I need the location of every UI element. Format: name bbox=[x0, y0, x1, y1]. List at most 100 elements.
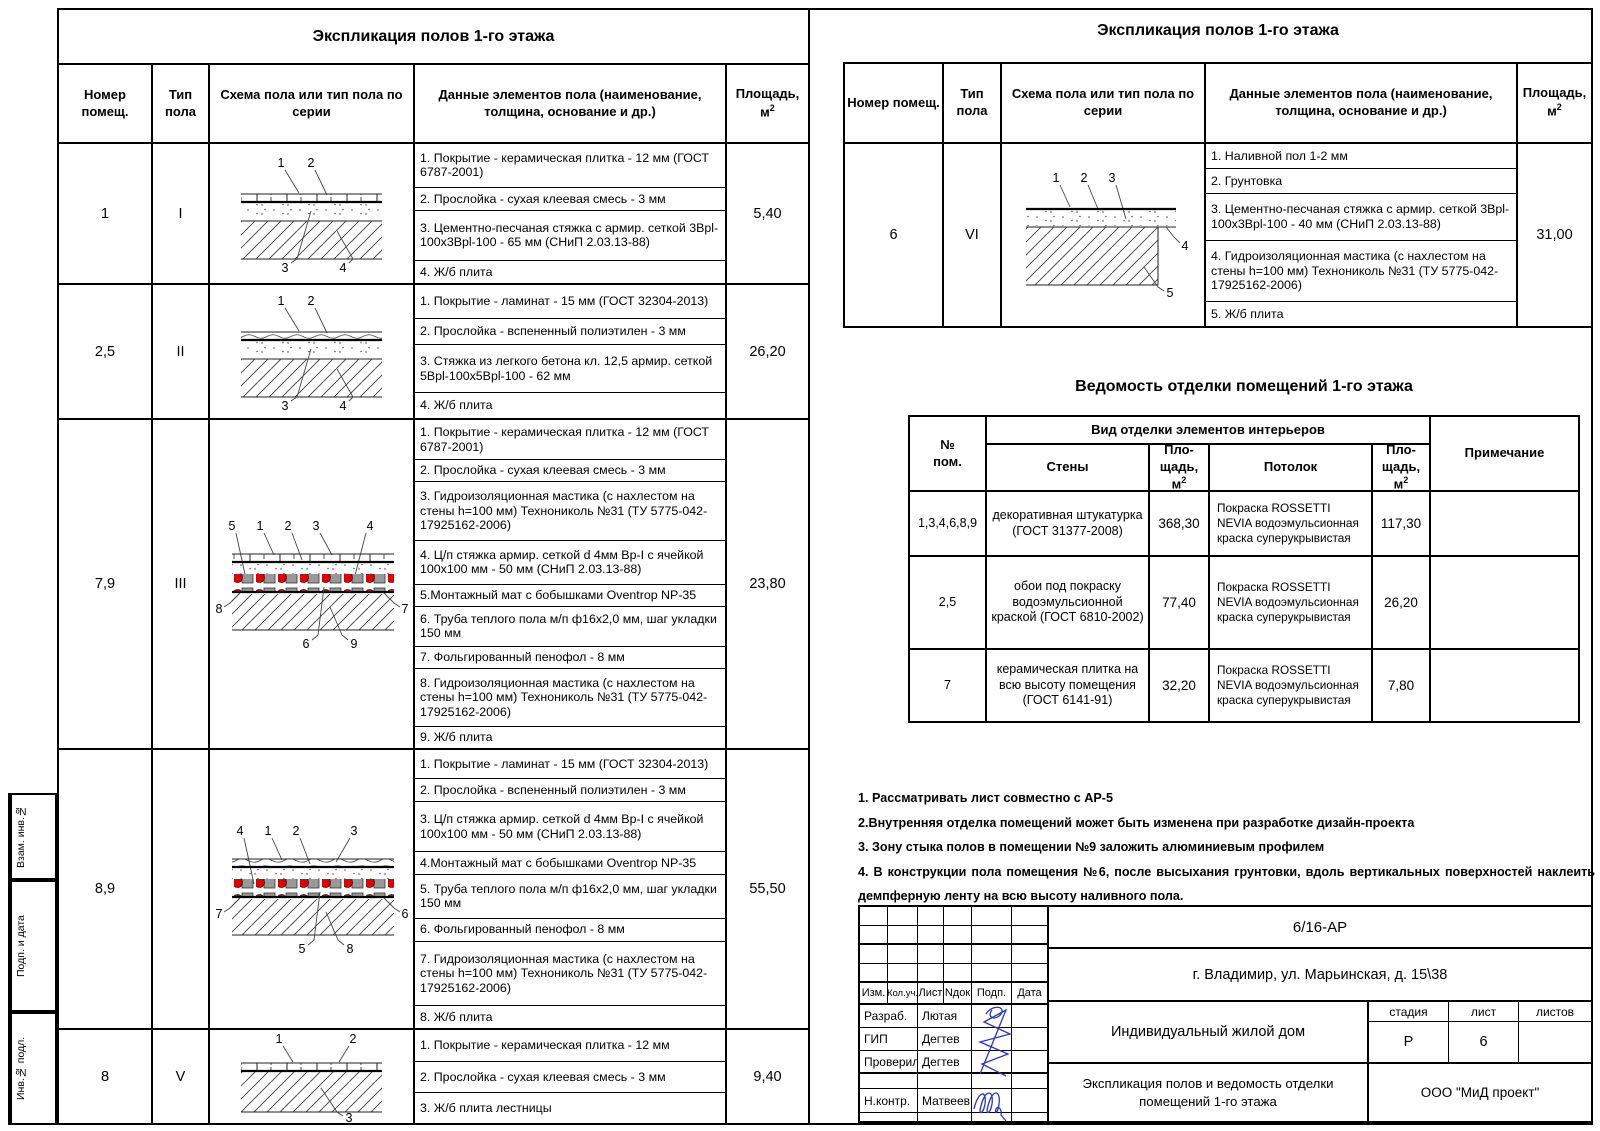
floor-type: I bbox=[153, 144, 210, 283]
title-block-revisions: Изм. Кол.уч. Лист Nдок Подп. Дата Разраб… bbox=[860, 907, 1049, 1121]
svg-text:1: 1 bbox=[278, 156, 285, 170]
floor-schema-type-5: 1 2 3 bbox=[210, 1030, 415, 1124]
col-header-room-num: № пом. bbox=[910, 417, 987, 492]
floor-section-diagram: 1 2 3 bbox=[241, 1032, 382, 1124]
floor-layer-item: 5. Ж/б плита bbox=[1211, 306, 1284, 321]
project-name: Индивидуальный жилой дом bbox=[1049, 1002, 1369, 1062]
note-cell bbox=[1431, 650, 1578, 721]
col-header-data: Данные элементов пола (наименование, тол… bbox=[1206, 64, 1518, 142]
floor-layer-item: 2. Прослойка - сухая клеевая смесь - 3 м… bbox=[415, 1062, 725, 1094]
floor-layer-item: 4. Ц/п стяжка армир. сеткой d 4мм Вр-I с… bbox=[415, 541, 725, 586]
col-header-walls: Стены bbox=[987, 445, 1150, 492]
rooms-list: 1,3,4,6,8,9 bbox=[910, 492, 987, 557]
floor-schema-type-6: 1 2 3 4 5 bbox=[1002, 144, 1206, 326]
svg-text:5: 5 bbox=[298, 942, 305, 956]
floor-layer-item: 4. Ж/б плита bbox=[420, 264, 493, 279]
role-name: Матвеев bbox=[918, 1089, 972, 1112]
svg-text:4: 4 bbox=[340, 399, 347, 413]
title-block: Изм. Кол.уч. Лист Nдок Подп. Дата Разраб… bbox=[858, 905, 1593, 1123]
col-list: Лист bbox=[918, 983, 944, 1003]
svg-text:6: 6 bbox=[302, 637, 309, 651]
company-name: ООО "МиД проект" bbox=[1420, 1085, 1540, 1100]
floor-schema-type-4: 4 1 2 3 7 bbox=[210, 750, 415, 1028]
sheets-label: листов bbox=[1535, 1004, 1575, 1019]
svg-text:2: 2 bbox=[1081, 171, 1088, 185]
room-area: 5,40 bbox=[753, 205, 782, 222]
col-header-data: Данные элементов пола (наименование, тол… bbox=[415, 65, 727, 142]
floor-layer-item: 1. Покрытие - ламинат - 15 мм (ГОСТ 3230… bbox=[415, 285, 725, 319]
sheets-value bbox=[1519, 1022, 1591, 1062]
svg-text:8: 8 bbox=[215, 602, 222, 616]
signature-scribble bbox=[973, 1092, 1007, 1122]
walls-finish: обои под покраску водоэмульсионной краск… bbox=[987, 557, 1150, 650]
signature-cell bbox=[972, 1005, 1012, 1027]
col-header-type: Тип пола bbox=[153, 65, 210, 142]
floor-layer-item: 3. Цементно-песчаная стяжка с армир. сет… bbox=[1206, 194, 1516, 241]
floor-section-diagram: 1 2 3 4 bbox=[241, 156, 382, 275]
col-header-area: Площадь, м2 bbox=[735, 85, 800, 120]
room-number: 1 bbox=[59, 144, 153, 283]
floor-layer-item: 1. Покрытие - ламинат - 15 мм (ГОСТ 3230… bbox=[415, 750, 725, 780]
room-area: 23,80 bbox=[749, 576, 786, 592]
col-header-walls-area: Пло-щадь, м2 bbox=[1150, 442, 1210, 492]
margin-label: Инв.№ подл. bbox=[10, 1014, 30, 1123]
walls-area: 32,20 bbox=[1150, 650, 1210, 721]
floor-layer-item: 6. Труба теплого пола м/п ф16х2,0 мм, ша… bbox=[415, 607, 725, 647]
floor-type: II bbox=[153, 285, 210, 418]
floor-layer-item: 6. Фольгированный пенофол - 8 мм bbox=[415, 919, 725, 942]
svg-text:2: 2 bbox=[350, 1032, 357, 1046]
walls-finish: керамическая плитка на всю высоту помеще… bbox=[987, 650, 1150, 721]
title-block-info: 6/16-АР г. Владимир, ул. Марьинская, д. … bbox=[1049, 907, 1591, 1121]
table-row: 1 I 1 2 3 4 bbox=[59, 144, 808, 285]
floor-layer-item: 1. Покрытие - керамическая плитка - 12 м… bbox=[415, 144, 725, 188]
floor-type: VI bbox=[944, 144, 1002, 326]
floor-schema-type-3: 5 1 2 3 4 bbox=[210, 420, 415, 748]
sheet-label: лист bbox=[1449, 1002, 1519, 1021]
svg-text:4: 4 bbox=[1182, 239, 1189, 253]
ceiling-finish: Покраска ROSSETTI NEVIA водоэмульсионная… bbox=[1210, 557, 1373, 650]
floor-layer-item: 2. Прослойка - вспененный полиэтилен - 3… bbox=[415, 779, 725, 803]
note-cell bbox=[1431, 557, 1578, 650]
floor-layer-item: 3. Ж/б плита лестницы bbox=[420, 1101, 552, 1116]
right-table-title: Экспликация полов 1-го этажа bbox=[1097, 22, 1339, 39]
svg-text:3: 3 bbox=[350, 824, 357, 838]
floor-section-diagram: 4 1 2 3 7 bbox=[215, 824, 408, 956]
room-number: 2,5 bbox=[59, 285, 153, 418]
walls-finish: декоративная штукатурка (ГОСТ 31377-2008… bbox=[987, 492, 1150, 557]
room-area: 31,00 bbox=[1536, 227, 1573, 243]
svg-text:5: 5 bbox=[1167, 286, 1174, 300]
col-izm: Изм. bbox=[860, 983, 888, 1003]
signature-cell bbox=[972, 1028, 1012, 1050]
role-name: Дегтев bbox=[918, 1028, 972, 1050]
role-name: Дегтев bbox=[918, 1051, 972, 1072]
svg-text:2: 2 bbox=[308, 294, 315, 308]
col-header-note: Примечание bbox=[1431, 417, 1578, 492]
object-address: г. Владимир, ул. Марьинская, д. 15\38 bbox=[1049, 949, 1591, 1002]
stage-label: стадия bbox=[1369, 1002, 1449, 1021]
sheet-value: 6 bbox=[1449, 1022, 1519, 1062]
signature-cell bbox=[972, 1089, 1012, 1112]
svg-text:7: 7 bbox=[401, 602, 408, 616]
room-area: 9,40 bbox=[753, 1069, 782, 1085]
floor-layer-item: 7. Гидроизоляционная мастика (с нахлесто… bbox=[415, 942, 725, 1006]
room-number: 7,9 bbox=[59, 420, 153, 748]
floor-layer-item: 2. Прослойка - сухая клеевая смесь - 3 м… bbox=[415, 460, 725, 482]
floor-type: V bbox=[153, 1030, 210, 1124]
table-row: 2,5 II 1 2 3 4 bbox=[59, 285, 808, 420]
col-header-schema: Схема пола или тип пола по серии bbox=[1002, 64, 1206, 142]
floor-layer-item: 1. Покрытие - керамическая плитка - 12 м… bbox=[415, 420, 725, 461]
svg-text:1: 1 bbox=[256, 519, 263, 533]
floor-explication-table-right: Номер помещ. Тип пола Схема пола или тип… bbox=[843, 62, 1593, 328]
role-label: ГИП bbox=[860, 1028, 918, 1050]
table-row: 7,9 III 5 1 2 3 4 bbox=[59, 420, 808, 750]
col-header-area: Площадь, м2 bbox=[1522, 85, 1587, 119]
col-header-type: Тип пола bbox=[944, 64, 1002, 142]
floor-layer-item: 8. Гидроизоляционная мастика (с нахлесто… bbox=[415, 669, 725, 728]
ceiling-finish: Покраска ROSSETTI NEVIA водоэмульсионная… bbox=[1210, 650, 1373, 721]
svg-text:3: 3 bbox=[312, 519, 319, 533]
role-label: Н.контр. bbox=[860, 1089, 918, 1112]
svg-text:3: 3 bbox=[282, 399, 289, 413]
floor-section-diagram: 5 1 2 3 4 bbox=[215, 519, 408, 651]
floor-layer-item: 8. Ж/б плита bbox=[420, 1009, 493, 1024]
